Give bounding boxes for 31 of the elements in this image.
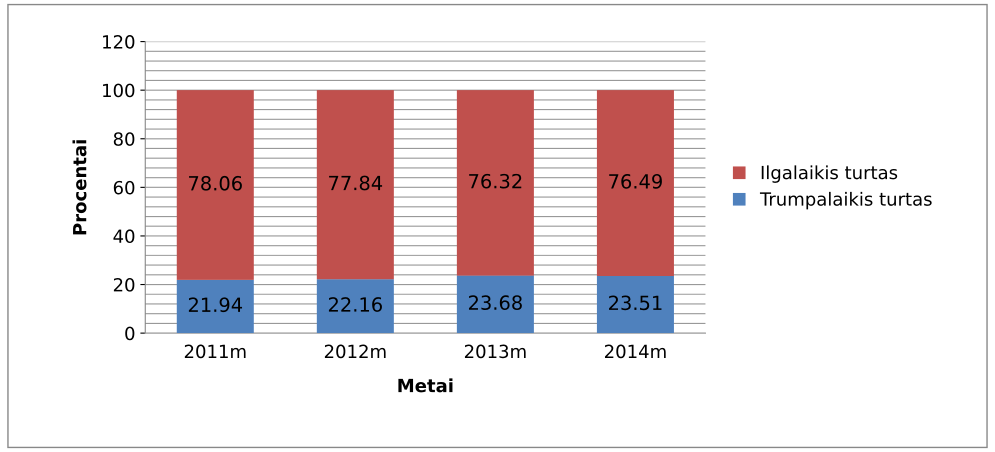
bar xyxy=(176,280,254,334)
bar xyxy=(456,90,534,276)
data-label: 76.49 xyxy=(609,174,662,189)
bar xyxy=(316,90,394,280)
data-label: 23.51 xyxy=(609,296,662,310)
y-tick-label: 100 xyxy=(103,84,134,98)
y-tick-label: 0 xyxy=(125,326,134,340)
data-label: 78.06 xyxy=(189,176,242,191)
x-axis-title: Metai xyxy=(398,378,452,392)
y-tick-label: 20 xyxy=(114,278,134,292)
bar xyxy=(316,279,394,334)
data-label: 22.16 xyxy=(328,297,382,312)
x-tick-label: 2012m xyxy=(324,344,386,358)
data-label: 76.32 xyxy=(469,174,522,189)
data-label: 77.84 xyxy=(329,176,382,190)
bar xyxy=(596,276,674,334)
x-tick-label: 2013m xyxy=(464,344,526,358)
legend-label: Ilgalaikis turtas xyxy=(762,165,898,183)
bar xyxy=(596,90,674,276)
y-axis-title: Procentai xyxy=(72,140,86,234)
y-tick-label: 60 xyxy=(114,180,134,194)
bar xyxy=(176,90,254,280)
y-tick-label: 40 xyxy=(113,229,134,244)
y-tick-label: 80 xyxy=(114,132,134,146)
data-label: 23.68 xyxy=(468,295,522,310)
x-tick-label: 2014m xyxy=(604,344,666,358)
legend-label: Trumpalaikis turtas xyxy=(760,192,932,210)
bar xyxy=(456,276,534,334)
y-tick-label: 120 xyxy=(103,35,134,49)
data-label: 21.94 xyxy=(188,297,242,312)
x-tick-label: 2011m xyxy=(184,344,246,358)
